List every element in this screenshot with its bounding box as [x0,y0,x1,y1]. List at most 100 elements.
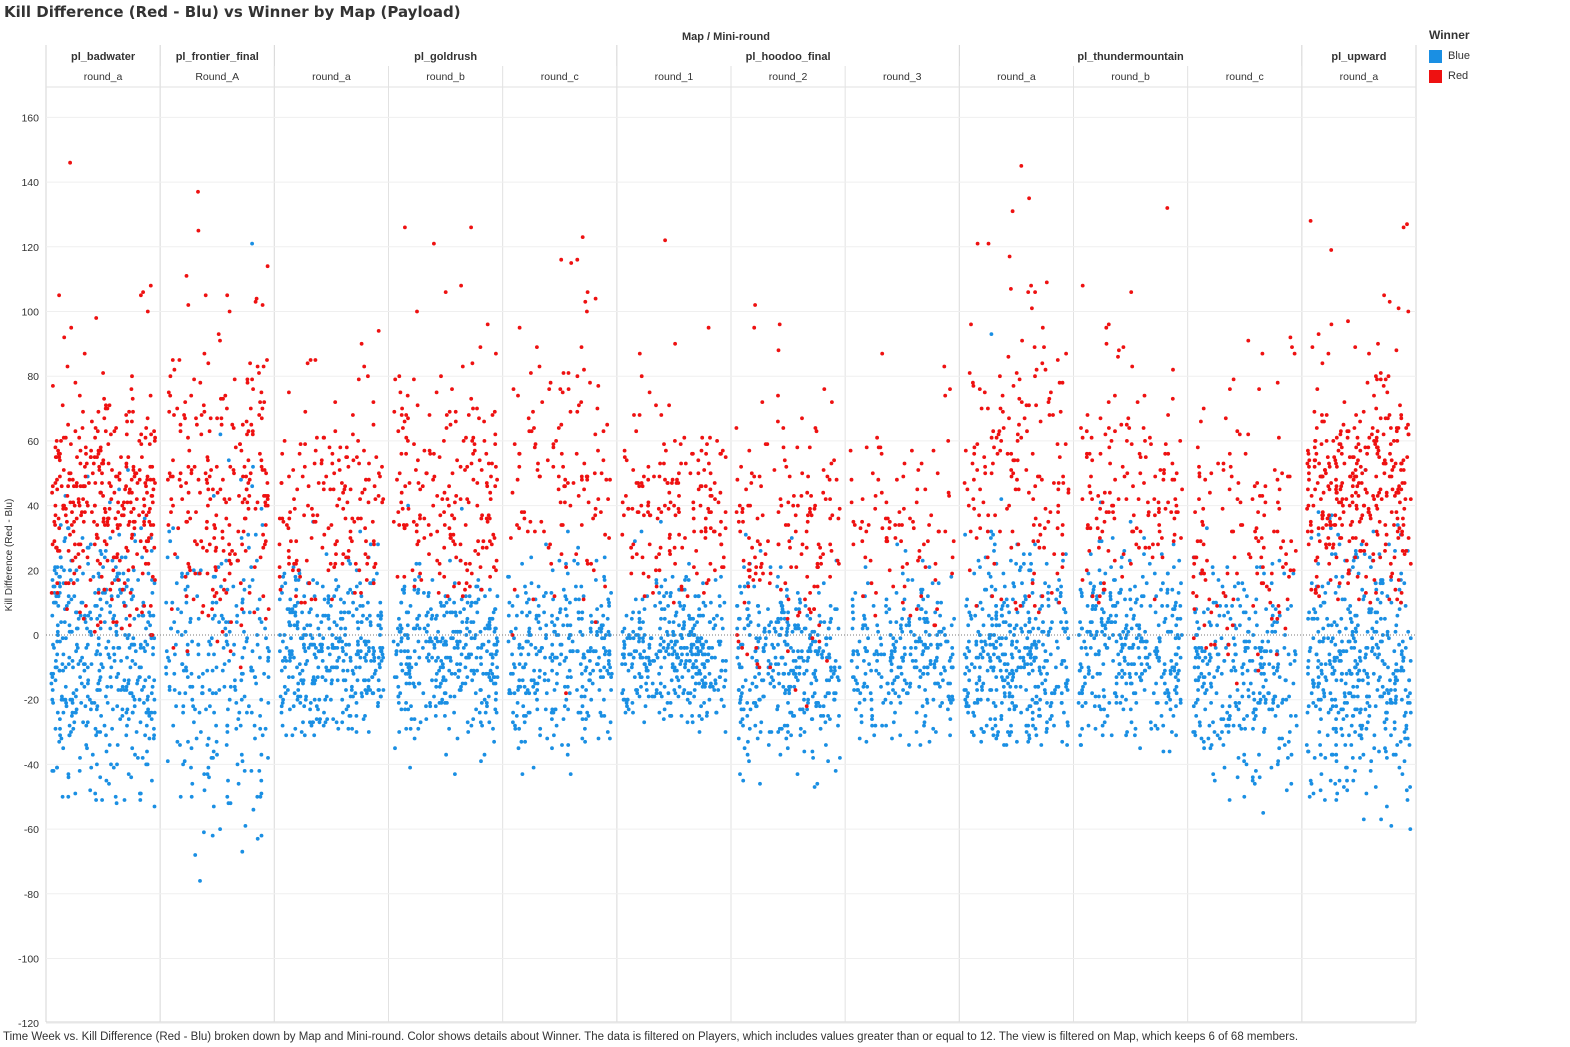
blue-win-point [527,629,531,634]
blue-win-point [891,642,896,647]
blue-win-point [469,636,474,641]
red-win-point [754,646,759,650]
blue-win-point [989,616,994,621]
red-win-point [468,561,472,566]
blue-win-point [536,584,541,589]
red-win-point [222,587,226,592]
blue-win-point [417,626,422,631]
red-win-point [1056,510,1060,514]
blue-win-point [308,707,312,712]
red-win-point [983,464,987,469]
blue-win-point [293,613,298,618]
blue-win-point [964,704,969,709]
blue-win-point [300,610,304,615]
blue-win-point [983,639,987,644]
blue-win-point [607,662,611,666]
red-win-point [363,526,367,531]
red-win-point [442,545,447,550]
blue-win-point [694,671,699,676]
blue-win-point [228,801,233,806]
blue-win-point [170,600,175,605]
blue-win-point [467,655,471,660]
blue-win-point [510,604,515,608]
blue-win-point [86,681,90,686]
red-win-point [137,439,142,443]
blue-win-point [102,723,107,728]
blue-win-point [798,726,803,731]
blue-win-point [376,701,380,705]
red-win-point [804,704,809,709]
blue-win-point [591,668,595,673]
blue-win-point [675,675,679,679]
red-win-point [1009,545,1014,550]
red-win-point [359,591,363,595]
blue-win-point [804,668,809,673]
blue-win-point [757,671,761,676]
red-win-point [88,578,93,582]
blue-win-point [283,655,287,660]
red-win-point [735,477,740,482]
blue-win-point [463,665,468,670]
blue-win-point [54,571,59,576]
blue-win-point [427,639,432,644]
red-win-point [406,506,411,511]
red-win-point [49,591,54,595]
blue-win-point [245,636,250,641]
blue-win-point [366,730,371,734]
red-win-point [752,474,757,479]
blue-win-point [602,555,607,560]
blue-win-point [151,646,156,650]
blue-win-point [561,623,566,628]
blue-win-point [980,607,985,611]
red-win-point [737,503,742,508]
red-win-point [447,526,452,531]
blue-win-point [99,662,104,666]
blue-win-point [240,759,245,764]
red-win-point [796,503,800,508]
blue-win-point [75,646,80,650]
blue-win-point [698,671,703,676]
blue-win-point [285,607,290,611]
blue-win-point [813,675,817,679]
blue-win-point [424,704,428,709]
blue-win-point [108,626,113,631]
red-win-point [299,600,304,605]
red-win-point [312,461,317,466]
blue-win-point [900,571,905,576]
red-win-point [145,309,150,314]
red-win-point [56,516,61,521]
blue-win-point [143,678,148,683]
blue-win-point [69,597,74,602]
red-win-point [668,500,673,505]
blue-win-point [214,691,218,696]
blue-win-point [88,629,93,634]
blue-win-point [1020,581,1024,586]
red-win-point [53,523,57,527]
red-win-point [206,613,211,618]
blue-win-point [117,532,122,537]
red-win-point [397,471,402,476]
blue-win-point [1139,662,1144,666]
blue-win-point [280,701,285,705]
red-win-point [236,558,241,563]
red-win-point [411,519,416,524]
blue-win-point [1080,688,1084,692]
red-win-point [827,477,832,482]
blue-win-point [152,804,157,809]
red-win-point [415,309,419,314]
red-win-point [560,390,565,395]
blue-win-point [59,620,63,624]
blue-win-point [965,694,970,699]
blue-win-point [1140,574,1145,579]
blue-win-point [255,836,260,841]
blue-win-point [878,636,883,641]
red-win-point [109,432,113,437]
blue-win-point [284,733,289,738]
blue-win-point [183,629,188,634]
blue-win-point [889,662,894,666]
red-win-point [265,358,269,362]
blue-win-point [234,620,239,624]
blue-win-point [116,594,120,599]
blue-win-point [780,607,785,611]
blue-win-point [167,659,172,663]
